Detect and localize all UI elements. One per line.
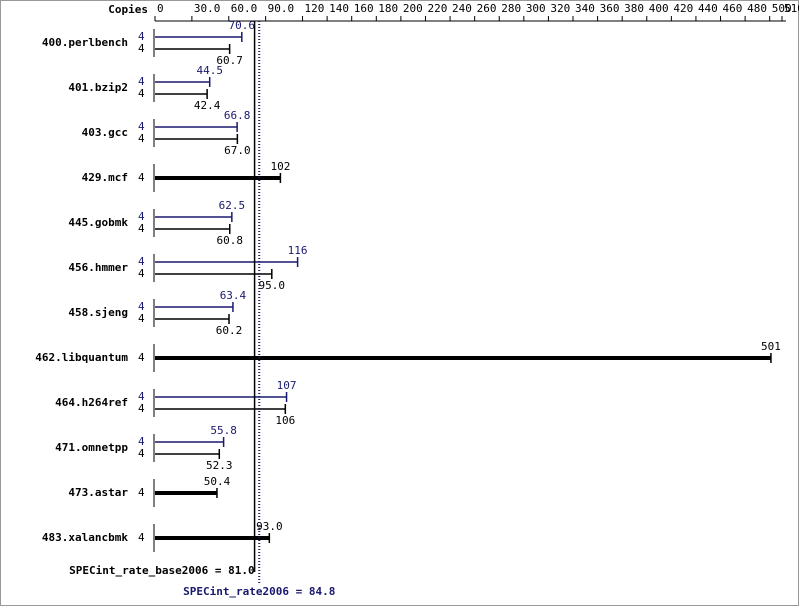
copies-label: 4 — [138, 132, 145, 145]
x-tick-label: 420 — [673, 2, 693, 15]
x-tick-label: 400 — [649, 2, 669, 15]
copies-label: 4 — [138, 300, 145, 313]
value-label: 95.0 — [259, 279, 286, 292]
value-label: 106 — [275, 414, 295, 427]
benchmark-label: 462.libquantum — [35, 351, 128, 364]
copies-label: 4 — [138, 402, 145, 415]
value-label: 70.6 — [229, 19, 256, 32]
x-tick-label: 120 — [305, 2, 325, 15]
x-tick-label: 440 — [698, 2, 718, 15]
copies-label: 4 — [138, 210, 145, 223]
x-tick-label: 180 — [378, 2, 398, 15]
reference-label: SPECint_rate_base2006 = 81.0 — [69, 564, 254, 577]
value-label: 63.4 — [220, 289, 247, 302]
x-tick-label: 160 — [354, 2, 374, 15]
copies-label: 4 — [138, 312, 145, 325]
copies-label: 4 — [138, 531, 145, 544]
x-tick-label: 0 — [157, 2, 164, 15]
x-tick-label: 220 — [427, 2, 447, 15]
value-label: 67.0 — [224, 144, 251, 157]
value-label: 55.8 — [210, 424, 237, 437]
value-label: 50.4 — [204, 475, 231, 488]
value-label: 93.0 — [256, 520, 283, 533]
x-tick-label: 380 — [624, 2, 644, 15]
benchmark-label: 456.hmmer — [68, 261, 128, 274]
x-tick-label: 240 — [452, 2, 472, 15]
benchmark-label: 401.bzip2 — [68, 81, 128, 94]
x-tick-label: 30.0 — [194, 2, 221, 15]
copies-label: 4 — [138, 351, 145, 364]
copies-header: Copies — [108, 3, 148, 16]
value-label: 102 — [270, 160, 290, 173]
value-label: 52.3 — [206, 459, 233, 472]
value-label: 44.5 — [196, 64, 223, 77]
benchmark-label: 403.gcc — [82, 126, 128, 139]
copies-label: 4 — [138, 435, 145, 448]
copies-label: 4 — [138, 120, 145, 133]
benchmark-label: 471.omnetpp — [55, 441, 128, 454]
x-tick-label: 510 — [784, 2, 799, 15]
x-tick-label: 500 — [772, 2, 792, 15]
x-tick-label: 280 — [501, 2, 521, 15]
x-tick-label: 460 — [723, 2, 743, 15]
value-label: 60.7 — [216, 54, 243, 67]
copies-label: 4 — [138, 42, 145, 55]
value-label: 501 — [761, 340, 781, 353]
copies-label: 4 — [138, 486, 145, 499]
copies-label: 4 — [138, 30, 145, 43]
x-tick-label: 360 — [600, 2, 620, 15]
x-tick-label: 340 — [575, 2, 595, 15]
copies-label: 4 — [138, 87, 145, 100]
benchmark-label: 429.mcf — [82, 171, 128, 184]
benchmark-label: 473.astar — [68, 486, 128, 499]
copies-label: 4 — [138, 222, 145, 235]
x-tick-label: 480 — [747, 2, 767, 15]
x-tick-label: 300 — [526, 2, 546, 15]
x-tick-label: 320 — [550, 2, 570, 15]
value-label: 62.5 — [219, 199, 246, 212]
benchmark-label: 464.h264ref — [55, 396, 128, 409]
copies-label: 4 — [138, 447, 145, 460]
value-label: 60.2 — [216, 324, 243, 337]
benchmark-label: 445.gobmk — [68, 216, 128, 229]
x-tick-label: 60.0 — [231, 2, 258, 15]
value-label: 107 — [277, 379, 297, 392]
benchmark-label: 483.xalancbmk — [42, 531, 128, 544]
value-label: 60.8 — [216, 234, 243, 247]
value-label: 66.8 — [224, 109, 251, 122]
copies-label: 4 — [138, 267, 145, 280]
benchmark-label: 400.perlbench — [42, 36, 128, 49]
benchmark-label: 458.sjeng — [68, 306, 128, 319]
copies-label: 4 — [138, 171, 145, 184]
value-label: 42.4 — [194, 99, 221, 112]
copies-label: 4 — [138, 255, 145, 268]
copies-label: 4 — [138, 75, 145, 88]
x-tick-label: 200 — [403, 2, 423, 15]
reference-label: SPECint_rate2006 = 84.8 — [183, 585, 335, 598]
x-tick-label: 140 — [329, 2, 349, 15]
value-label: 116 — [288, 244, 308, 257]
x-tick-label: 260 — [477, 2, 497, 15]
x-tick-label: 90.0 — [268, 2, 295, 15]
copies-label: 4 — [138, 390, 145, 403]
